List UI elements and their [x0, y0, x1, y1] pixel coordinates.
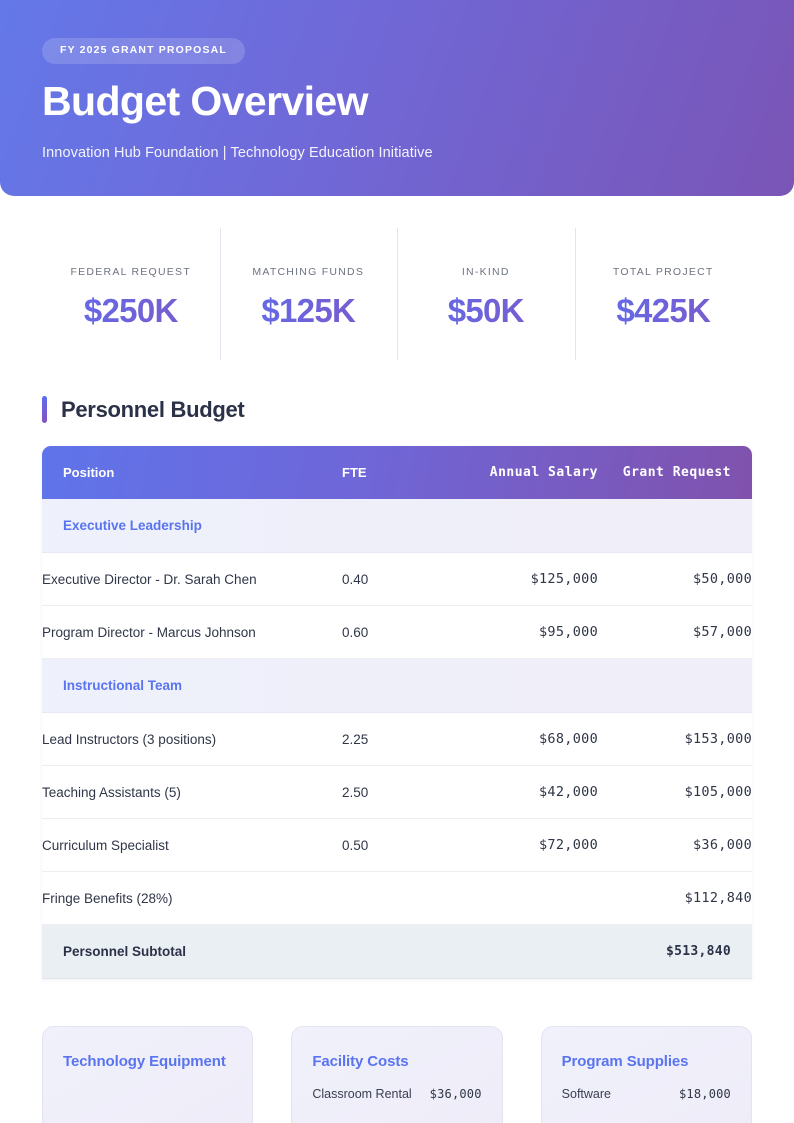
card-line-list: Software $18,000: [562, 1087, 731, 1101]
category-label: Executive Leadership: [42, 499, 752, 553]
cell-annual-salary: $72,000: [438, 818, 598, 872]
cell-grant-request: $105,000: [598, 765, 752, 819]
table-row: Curriculum Specialist 0.50 $72,000 $36,000: [42, 818, 752, 872]
stat-value: $250K: [42, 292, 220, 330]
cell-annual-salary: [438, 924, 598, 979]
cell-fte: 0.40: [342, 552, 438, 606]
section-title: Personnel Budget: [61, 396, 245, 422]
cell-grant-request: $513,840: [598, 924, 752, 979]
column-header-position: Position: [63, 465, 115, 480]
table-header-row: Position FTE Annual Salary Grant Request: [42, 446, 752, 499]
table-category-row: Executive Leadership: [42, 499, 752, 553]
cell-grant-request: $36,000: [598, 818, 752, 872]
table-row: Teaching Assistants (5) 2.50 $42,000 $105,0…: [42, 765, 752, 819]
cost-card-program-supplies: Program Supplies Software $18,000: [540, 1026, 752, 1123]
stat-label: MATCHING FUNDS: [252, 266, 365, 278]
table-category-row: Instructional Team: [42, 658, 752, 713]
cell-position: Fringe Benefits (28%): [42, 871, 342, 925]
stat-label: FEDERAL REQUEST: [70, 266, 191, 278]
cell-grant-request: $57,000: [598, 605, 752, 659]
cell-position: Personnel Subtotal: [42, 924, 342, 979]
card-line-item: Software $18,000: [562, 1087, 731, 1101]
section-accent-bar: [42, 396, 47, 423]
stat-federal-request: FEDERAL REQUEST $250K: [42, 228, 220, 360]
cell-annual-salary: $68,000: [438, 712, 598, 766]
cell-position: Curriculum Specialist: [42, 818, 342, 872]
card-title: Program Supplies: [561, 1053, 689, 1070]
column-header-grant-request: Grant Request: [622, 465, 731, 480]
table-row: Executive Director - Dr. Sarah Chen 0.40 $…: [42, 552, 752, 606]
personnel-section-heading: Personnel Budget: [0, 396, 794, 423]
summary-stats: FEDERAL REQUEST $250K MATCHING FUNDS $12…: [0, 228, 794, 360]
card-line-label: Software: [561, 1086, 611, 1101]
cell-annual-salary: $42,000: [438, 765, 598, 819]
card-line-amount: $18,000: [679, 1086, 731, 1101]
table-subtotal-row: Personnel Subtotal $513,840: [42, 924, 752, 979]
cost-card-facility-costs: Facility Costs Classroom Rental $36,000: [291, 1026, 503, 1123]
cell-fte: [342, 924, 438, 979]
stat-label: IN-KIND: [461, 266, 510, 278]
cell-annual-salary: $95,000: [438, 605, 598, 659]
table-header: Position FTE Annual Salary Grant Request: [42, 446, 752, 499]
cell-fte: 0.50: [342, 818, 438, 872]
cell-annual-salary: $125,000: [438, 552, 598, 606]
document-header: FY 2025 GRANT PROPOSAL Budget Overview I…: [0, 0, 794, 196]
cell-annual-salary: [438, 871, 598, 925]
card-line-list: Classroom Rental $36,000: [312, 1087, 481, 1101]
page-subtitle: Innovation Hub Foundation | Technology E…: [42, 144, 433, 161]
card-title: Facility Costs: [312, 1053, 409, 1070]
personnel-budget-table: Position FTE Annual Salary Grant Request…: [42, 446, 752, 979]
table-row: Lead Instructors (3 positions) 2.25 $68,00…: [42, 712, 752, 766]
table-body: Executive Leadership Executive Director -…: [42, 499, 752, 979]
table-row: Fringe Benefits (28%) $112,840: [42, 871, 752, 925]
cell-position: Lead Instructors (3 positions): [42, 712, 342, 766]
column-header-fte: FTE: [342, 465, 367, 480]
cell-position: Teaching Assistants (5): [42, 765, 342, 819]
stat-total-project: TOTAL PROJECT $425K: [574, 228, 753, 360]
card-title: Technology Equipment: [63, 1053, 226, 1070]
cell-position: Executive Director - Dr. Sarah Chen: [42, 552, 342, 606]
card-line-item: Classroom Rental $36,000: [312, 1087, 481, 1101]
category-label: Instructional Team: [42, 658, 752, 713]
stat-in-kind: IN-KIND $50K: [397, 228, 575, 360]
proposal-badge: FY 2025 GRANT PROPOSAL: [42, 38, 245, 64]
stat-label: TOTAL PROJECT: [612, 266, 714, 278]
cell-fte: 2.50: [342, 765, 438, 819]
cell-fte: 2.25: [342, 712, 438, 766]
stat-value: $50K: [397, 292, 575, 330]
cell-grant-request: $50,000: [598, 552, 752, 606]
card-line-amount: $36,000: [429, 1086, 482, 1101]
stat-value: $125K: [220, 292, 398, 330]
cell-grant-request: $153,000: [598, 712, 752, 766]
card-line-label: Classroom Rental: [312, 1086, 412, 1101]
cell-fte: [342, 871, 438, 925]
cost-card-technology-equipment: Technology Equipment: [42, 1026, 254, 1123]
cell-fte: 0.60: [342, 605, 438, 659]
page-title: Budget Overview: [42, 77, 369, 124]
personnel-budget-table-wrapper: Position FTE Annual Salary Grant Request…: [42, 446, 752, 979]
cost-category-cards: Technology Equipment Facility Costs Clas…: [0, 1026, 794, 1123]
stat-matching-funds: MATCHING FUNDS $125K: [219, 228, 398, 360]
table-row: Program Director - Marcus Johnson 0.60 $95…: [42, 605, 752, 659]
cell-grant-request: $112,840: [598, 871, 752, 925]
stat-value: $425K: [575, 292, 753, 330]
cell-position: Program Director - Marcus Johnson: [42, 605, 342, 659]
column-header-annual-salary: Annual Salary: [489, 465, 598, 480]
